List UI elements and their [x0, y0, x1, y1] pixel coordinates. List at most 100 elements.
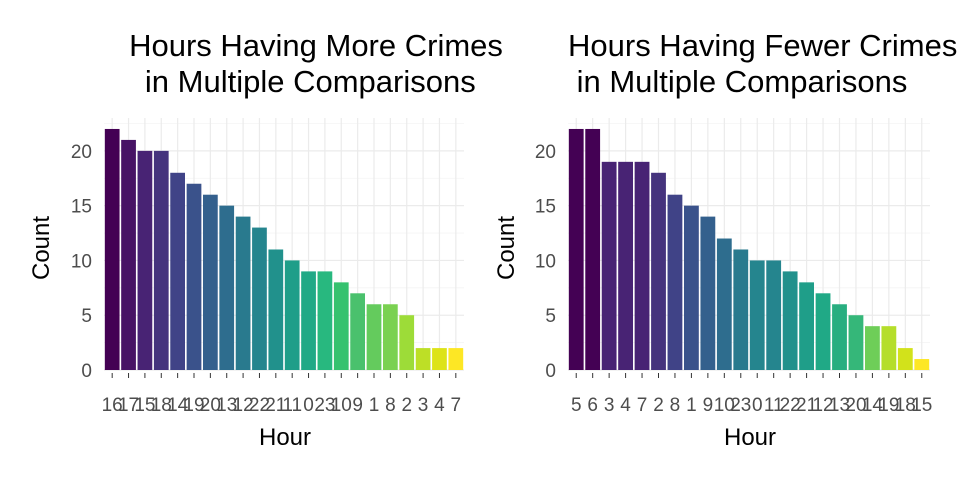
bar-hour-10	[333, 282, 349, 370]
x-axis-title: Hour	[724, 424, 776, 451]
x-tick-label: 9	[352, 395, 363, 416]
bar-hour-14	[170, 172, 185, 370]
x-tick-label: 12	[812, 395, 833, 416]
chart-panel-fewer-crimes: Hours Having Fewer Crimes in Multiple Co…	[493, 28, 957, 451]
bar-hour-3	[601, 161, 617, 370]
x-tick-label: 1	[369, 395, 380, 416]
x-tick-label: 21	[796, 395, 817, 416]
x-tick-label: 19	[183, 395, 204, 416]
y-tick-label: 5	[81, 306, 92, 327]
x-tick-label: 18	[895, 395, 916, 416]
x-tick-label: 11	[282, 395, 302, 416]
bar-hour-13	[219, 205, 235, 370]
x-tick-label: 23	[314, 395, 335, 416]
y-axis-title: Count	[493, 216, 520, 280]
bar-hour-1	[684, 205, 699, 370]
x-tick-label: 10	[714, 395, 735, 416]
bar-hour-20	[848, 315, 864, 370]
x-tick-label: 5	[571, 395, 582, 416]
bar-hour-12	[815, 293, 831, 370]
bar-hour-9	[700, 216, 716, 370]
bar-hour-4	[432, 348, 447, 370]
bar-hour-18	[897, 348, 913, 370]
x-tick-label: 15	[911, 395, 932, 416]
x-tick-label: 18	[151, 395, 172, 416]
bar-hour-17	[121, 139, 136, 370]
bar-hour-21	[268, 249, 284, 370]
x-tick-label: 3	[604, 395, 615, 416]
y-tick-label: 15	[71, 197, 92, 218]
x-tick-label: 15	[134, 395, 155, 416]
y-tick-label: 10	[71, 251, 92, 272]
bar-hour-19	[881, 326, 897, 370]
bar-hour-11	[284, 260, 300, 370]
x-tick-label: 13	[216, 395, 237, 416]
x-tick-label: 14	[167, 395, 189, 416]
bar-hour-3	[415, 348, 431, 370]
bar-hour-2	[399, 315, 415, 370]
bars	[568, 128, 930, 370]
x-tick-label: 3	[418, 395, 429, 416]
bar-hour-14	[865, 326, 880, 370]
bar-hour-15	[914, 359, 930, 370]
y-axis-ticks: 0 5 10 15 20	[71, 142, 92, 382]
y-tick-label: 10	[535, 251, 556, 272]
x-axis-title: Hour	[259, 424, 311, 451]
bar-hour-5	[568, 128, 584, 370]
bar-hour-21	[799, 282, 814, 370]
x-tick-label: 22	[249, 395, 270, 416]
y-tick-label: 20	[71, 142, 92, 163]
chart-panel-more-crimes: Hours Having More Crimes in Multiple Com…	[28, 28, 503, 451]
bar-hour-2	[651, 172, 666, 370]
bar-hour-19	[186, 183, 202, 370]
bar-hour-13	[832, 304, 847, 370]
bar-hour-11	[766, 260, 782, 370]
bar-hour-0	[301, 271, 316, 370]
bar-hour-0	[749, 260, 765, 370]
x-tick-label: 20	[845, 395, 866, 416]
x-tick-label: 8	[385, 395, 396, 416]
bar-hour-16	[104, 128, 120, 370]
x-tick-label: 10	[331, 395, 352, 416]
bar-hour-8	[383, 304, 398, 370]
bar-hour-22	[252, 227, 267, 370]
chart-title-line-2: in Multiple Comparisons	[136, 64, 475, 99]
x-tick-label: 4	[434, 395, 445, 416]
x-tick-label: 13	[829, 395, 850, 416]
x-tick-label: 20	[200, 395, 221, 416]
x-tick-label: 22	[780, 395, 801, 416]
y-tick-label: 5	[545, 306, 556, 327]
x-tick-label: 0	[303, 395, 314, 416]
x-tick-label: 0	[752, 395, 763, 416]
y-tick-label: 0	[81, 361, 92, 382]
x-tick-label: 7	[451, 395, 462, 416]
x-tick-label: 17	[118, 395, 139, 416]
x-tick-label: 19	[878, 395, 899, 416]
x-tick-label: 16	[102, 395, 123, 416]
x-tick-label: 9	[703, 395, 714, 416]
x-tick-label: 4	[620, 395, 631, 416]
x-tick-label: 1	[686, 395, 697, 416]
bar-hour-10	[716, 238, 732, 370]
x-tick-label: 21	[265, 395, 286, 416]
bar-hour-1	[366, 304, 382, 370]
y-tick-label: 0	[545, 361, 556, 382]
bar-hour-22	[782, 271, 798, 370]
chart-title-line-1: Hours Having More Crimes	[129, 28, 503, 63]
bar-hour-6	[585, 128, 601, 370]
y-axis-ticks: 0 5 10 15 20	[535, 142, 556, 382]
chart-title-line-2: in Multiple Comparisons	[568, 64, 907, 99]
x-tick-label: 2	[401, 395, 412, 416]
bar-hour-7	[634, 161, 650, 370]
x-tick-label: 14	[862, 395, 884, 416]
x-tick-label: 2	[653, 395, 664, 416]
x-tick-label: 8	[670, 395, 681, 416]
x-tick-label: 6	[587, 395, 598, 416]
chart-title-line-1: Hours Having Fewer Crimes	[568, 28, 957, 63]
x-tick-label: 23	[730, 395, 751, 416]
y-axis-title: Count	[28, 216, 55, 280]
bar-hour-12	[235, 216, 251, 370]
bar-hour-4	[618, 161, 633, 370]
